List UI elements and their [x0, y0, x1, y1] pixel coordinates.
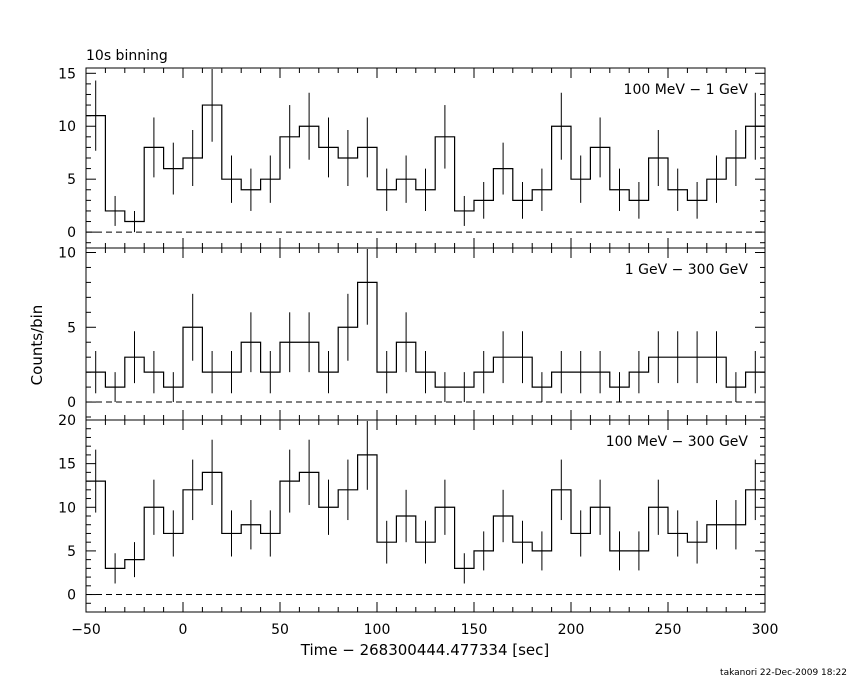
y-tick-label: 10: [58, 119, 76, 135]
panel-3: 0 5 10 15 20 100 MeV − 300 GeV: [58, 413, 766, 613]
x-tick-label: 300: [752, 622, 779, 638]
x-tick-label: 50: [271, 622, 289, 638]
y-tick-label: 0: [67, 395, 76, 411]
y-tick-label: 15: [58, 457, 76, 473]
histogram-line: [86, 281, 765, 388]
y-tick-label: 10: [58, 500, 76, 516]
energy-band-label: 100 MeV − 1 GeV: [624, 82, 749, 98]
histogram-line: [86, 454, 765, 569]
binning-label: 10s binning: [86, 48, 168, 64]
panel-2: 0 5 10 1 GeV − 300 GeV: [58, 245, 766, 421]
x-tick-label: 150: [461, 622, 488, 638]
panel-1: 0 5 10 15 100 MeV − 1 GeV: [58, 66, 766, 249]
x-tick-label: 100: [364, 622, 391, 638]
y-tick-label: 5: [67, 172, 76, 188]
footer-credit: takanori 22-Dec-2009 18:22: [720, 668, 847, 678]
x-tick-label: 250: [655, 622, 682, 638]
x-axis-label: Time − 268300444.477334 [sec]: [300, 641, 550, 659]
energy-band-label: 100 MeV − 300 GeV: [606, 434, 749, 450]
y-tick-label: 0: [67, 588, 76, 604]
y-tick-label: 0: [67, 225, 76, 241]
energy-band-label: 1 GeV − 300 GeV: [625, 262, 749, 278]
y-tick-label: 15: [58, 66, 76, 82]
y-tick-label: 5: [67, 320, 76, 336]
y-axis-label: Counts/bin: [28, 305, 46, 386]
x-tick-label: −50: [71, 622, 101, 638]
y-tick-label: 5: [67, 544, 76, 560]
panels-group: 0 5 10 15 100 MeV − 1 GeV 0 5 10 1 GeV − 300 GeV…: [58, 66, 778, 638]
x-tick-label: 0: [179, 622, 188, 638]
y-tick-label: 10: [58, 245, 76, 261]
x-tick-label: 200: [558, 622, 585, 638]
y-tick-label: 20: [58, 413, 76, 429]
